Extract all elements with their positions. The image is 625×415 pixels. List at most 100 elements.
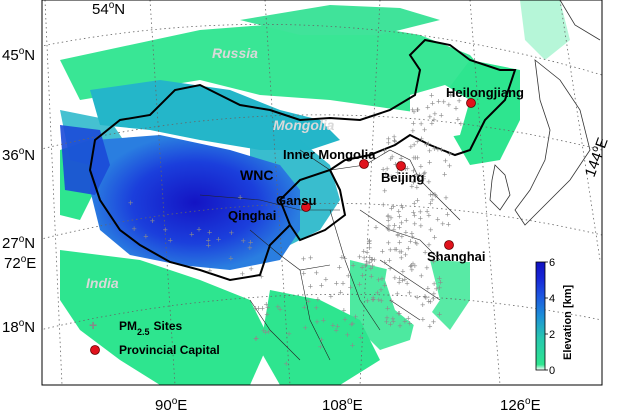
pm25-site-marker: + [412, 219, 417, 229]
province-boundaries [199, 149, 461, 361]
pm25-site-marker: + [397, 274, 402, 284]
pm25-site-marker: + [367, 257, 372, 267]
pm25-site-marker: + [411, 178, 416, 188]
pm25-site-marker: + [457, 96, 462, 106]
pm25-site-marker: + [426, 210, 431, 220]
pm25-site-marker: + [427, 322, 432, 332]
colorbar-tick-label: 2 [549, 329, 555, 341]
pm25-site-marker: + [367, 253, 372, 263]
pm25-site-marker: + [335, 321, 340, 331]
pm25-site-marker: + [370, 295, 375, 305]
pm25-site-marker: + [228, 253, 233, 263]
pm25-site-marker: + [397, 309, 402, 319]
pm25-site-marker: + [422, 291, 427, 301]
coastline-east [489, 0, 601, 226]
pm25-site-marker: + [399, 253, 404, 263]
pm25-site-marker: + [376, 295, 381, 305]
pm25-site-marker: + [302, 303, 307, 313]
city-label-shanghai: Shanghai [427, 249, 486, 264]
pm25-site-marker: + [414, 183, 419, 193]
pm25-site-marker: + [419, 119, 424, 129]
pm25-site-marker: + [400, 266, 405, 276]
pm25-site-marker: + [383, 169, 388, 179]
pm25-site-marker: + [431, 115, 436, 125]
colorbar: 0 2 4 6 Elevation [km] [535, 257, 574, 377]
pm25-site-marker: + [379, 274, 384, 284]
graticule [42, 0, 602, 385]
pm25-site-marker: + [364, 259, 369, 269]
capital-marker-gansu [301, 202, 311, 212]
pm25-site-marker: + [362, 253, 367, 263]
pm25-site-marker: + [395, 167, 400, 177]
pm25-site-marker: + [378, 285, 383, 295]
pm25-site-marker: + [402, 275, 407, 285]
pm25-site-marker: + [360, 262, 365, 272]
pm25-site-marker: + [382, 257, 387, 267]
lat-label-top: 54oN [92, 0, 125, 18]
pm25-site-marker: + [408, 262, 413, 272]
pm25-site-marker: + [440, 219, 445, 229]
pm25-site-marker: + [425, 103, 430, 113]
pm25-site-marker: + [409, 182, 414, 192]
pm25-site-marker: + [382, 146, 387, 156]
pm25-site-marker: + [389, 172, 394, 182]
pm25-site-marker: + [367, 236, 372, 246]
pm25-site-marker: + [318, 342, 323, 352]
pm25-site-marker: + [388, 264, 393, 274]
pm25-site-marker: + [386, 225, 391, 235]
pm25-site-marker: + [308, 253, 313, 263]
pm25-site-marker: + [373, 222, 378, 232]
pm25-site-marker: + [196, 225, 201, 235]
pm25-site-marker: + [415, 293, 420, 303]
pm25-site-marker: + [365, 248, 370, 258]
pm25-site-marker: + [403, 227, 408, 237]
pm25-site-marker: + [392, 221, 397, 231]
colorbar-tick-label: 4 [549, 293, 555, 305]
pm25-site-marker: + [346, 271, 351, 281]
capital-marker-shanghai [444, 240, 454, 250]
pm25-site-marker: + [321, 315, 326, 325]
pm25-site-marker: + [413, 153, 418, 163]
pm25-site-marker: + [438, 278, 443, 288]
pm25-site-marker: + [349, 320, 354, 330]
pm25-site-marker: + [375, 288, 380, 298]
pm25-site-marker: + [357, 252, 362, 262]
pm25-site-marker: + [446, 219, 451, 229]
pm25-site-marker: + [150, 216, 155, 226]
pm25-site-marker: + [391, 225, 396, 235]
pm25-site-marker: + [370, 261, 375, 271]
pm25-site-marker: + [278, 304, 283, 314]
pm25-site-marker: + [441, 97, 446, 107]
pm25-site-marker: + [388, 154, 393, 164]
pm25-site-marker: + [415, 153, 420, 163]
pm25-site-marker: + [254, 333, 259, 343]
colorbar-gradient [535, 261, 546, 371]
pm25-site-marker: + [432, 233, 437, 243]
pm25-site-marker: + [350, 341, 355, 351]
pm25-site-marker: + [410, 232, 415, 242]
pm25-site-marker: + [397, 247, 402, 257]
pm25-site-marker: + [248, 237, 253, 247]
pm25-site-marker: + [334, 279, 339, 289]
pm25-site-marker: + [189, 230, 194, 240]
pm25-site-marker: + [428, 198, 433, 208]
pm25-site-marker: + [411, 118, 416, 128]
pm25-site-marker: + [385, 211, 390, 221]
pm25-site-marker: + [381, 200, 386, 210]
pm25-site-marker: + [314, 303, 319, 313]
pm25-site-marker: + [368, 263, 373, 273]
pm25-site-marker: + [448, 90, 453, 100]
pm25-site-marker: + [247, 243, 252, 253]
pm25-site-marker: + [410, 259, 415, 269]
pm25-site-marker: + [408, 142, 413, 152]
pm25-site-marker: + [427, 112, 432, 122]
pm25-site-marker: + [393, 159, 398, 169]
pm25-site-marker: + [388, 320, 393, 330]
pm25-site-marker: + [397, 321, 402, 331]
pm25-site-marker: + [388, 213, 393, 223]
pm25-site-marker: + [306, 297, 311, 307]
city-label-heilongjiang: Heilongjiang [446, 85, 524, 100]
pm25-site-marker: + [424, 263, 429, 273]
pm25-site-marker: + [413, 237, 418, 247]
city-label-inner-mongolia: Inner Mongolia [283, 147, 376, 162]
